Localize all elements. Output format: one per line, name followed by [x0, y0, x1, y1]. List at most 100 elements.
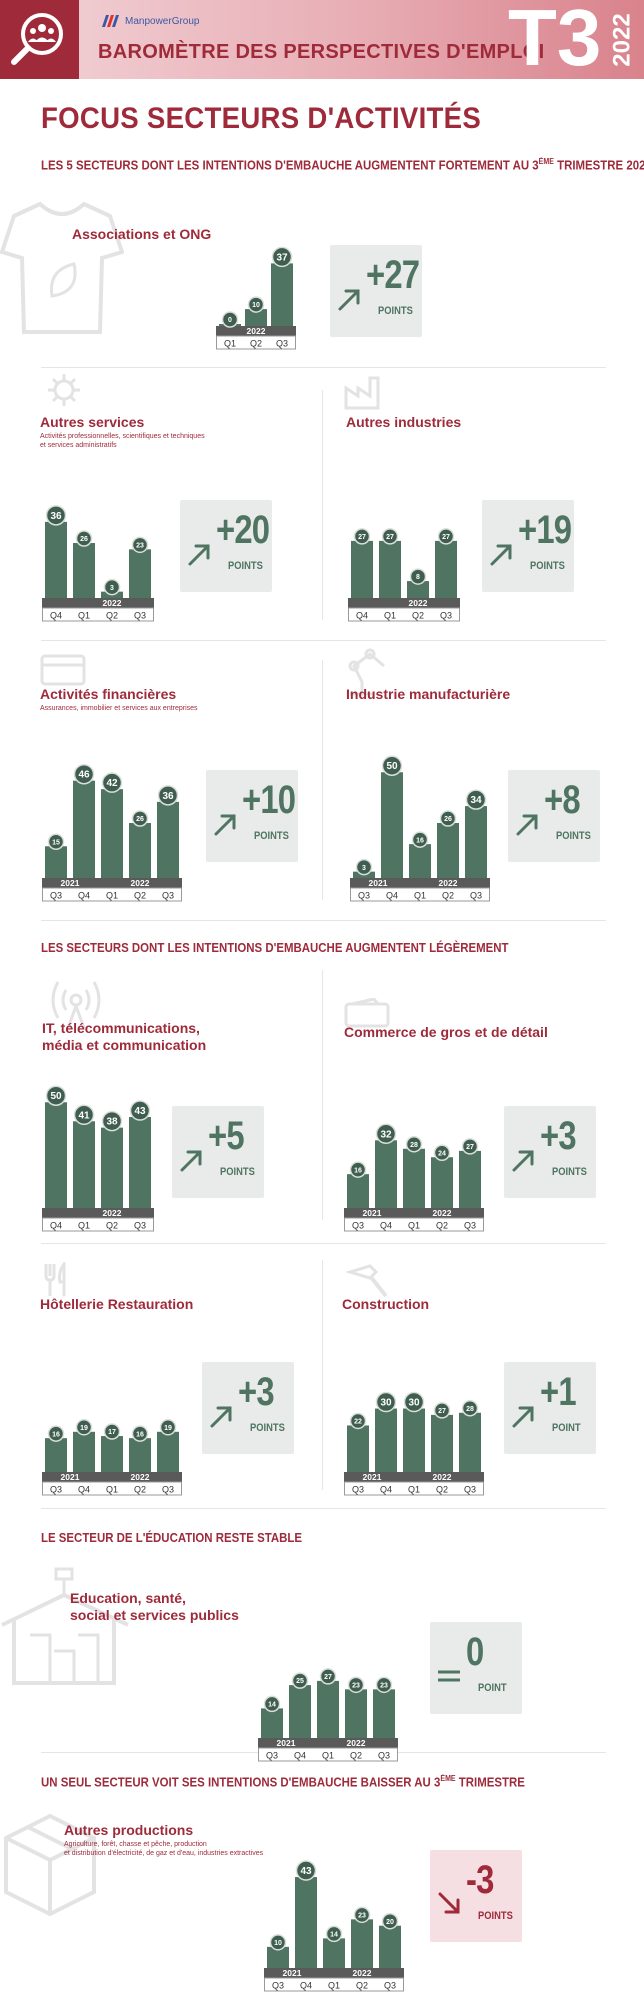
- data-label: 16: [136, 1431, 144, 1438]
- result-unit: POINTS: [228, 560, 263, 572]
- result-box: +8 POINTS: [508, 770, 600, 862]
- category-label: Q4: [50, 611, 62, 621]
- year-band: [42, 878, 182, 888]
- year-text: 2022: [609, 13, 637, 67]
- sector-title: Autres industries: [346, 414, 462, 430]
- bar-chart: 3 Q3 50 Q4 16 Q1 26 Q2 34 Q3 2021 2022: [350, 755, 490, 902]
- bar-chart: 10 Q3 43 Q4 14 Q1 23 Q2 20 Q3 2021 2022: [264, 1860, 404, 1992]
- bar: [407, 581, 429, 598]
- result-value: +27: [366, 253, 420, 297]
- bar: [101, 1436, 123, 1472]
- sector-title: Hôtellerie Restauration: [40, 1296, 194, 1312]
- data-label: 16: [416, 837, 424, 844]
- category-label: Q2: [442, 891, 454, 901]
- data-label: 20: [386, 1919, 394, 1926]
- bar-chart: 16 Q3 32 Q4 28 Q1 24 Q2 27 Q3 2021 2022: [344, 1123, 484, 1232]
- category-label: Q1: [106, 1485, 118, 1495]
- data-label: 17: [108, 1429, 116, 1436]
- antenna-icon: [51, 981, 101, 1029]
- data-label: 32: [380, 1129, 392, 1140]
- sector-subtitle: Activités professionnelles, scientifique…: [40, 432, 205, 450]
- year-label: 2021: [369, 878, 388, 888]
- data-label: 8: [416, 574, 420, 581]
- bar: [437, 823, 459, 878]
- year-band: [344, 1472, 484, 1482]
- value-badge: [347, 1676, 365, 1694]
- value-badge: [73, 763, 95, 785]
- category-label: Q3: [134, 611, 146, 621]
- category-label: Q1: [78, 1221, 90, 1231]
- category-label: Q3: [50, 891, 62, 901]
- value-badge: [129, 1100, 151, 1121]
- data-label: 27: [324, 1674, 332, 1681]
- sector-subtitle: Assurances, immobilier et services aux e…: [40, 704, 198, 713]
- data-label: 3: [362, 865, 366, 872]
- bar: [129, 549, 151, 598]
- bar: [245, 309, 267, 326]
- year-band: [344, 1208, 484, 1218]
- section-title-strong-increase: LES 5 SECTEURS DONT LES INTENTIONS D'EMB…: [41, 157, 644, 172]
- section-title-slight-increase: LES SECTEURS DONT LES INTENTIONS D'EMBAU…: [41, 940, 509, 955]
- result-unit: POINTS: [552, 1166, 587, 1178]
- category-label: Q3: [384, 1981, 396, 1991]
- year-label: 2022: [131, 1472, 150, 1482]
- data-label: 38: [106, 1117, 118, 1128]
- bar: [295, 1877, 317, 1968]
- category-box: [350, 887, 490, 902]
- data-label: 34: [470, 795, 482, 806]
- bar: [381, 772, 403, 878]
- data-label: 3: [110, 585, 114, 592]
- result-value: +20: [216, 508, 270, 552]
- bar: [351, 1919, 373, 1968]
- value-badge: [375, 1391, 397, 1413]
- result-box: 0 POINT: [430, 1622, 522, 1714]
- category-label: Q3: [276, 339, 288, 349]
- sector-title: Activités financières: [40, 686, 177, 702]
- bar: [101, 789, 123, 878]
- value-badge: [353, 1906, 371, 1924]
- year-label: 2022: [103, 1208, 122, 1218]
- data-label: 26: [80, 536, 88, 543]
- category-label: Q1: [414, 891, 426, 901]
- year-band: [42, 1472, 182, 1482]
- value-badge: [247, 296, 265, 313]
- arrow-up-right-icon: [180, 1150, 202, 1172]
- page-title: FOCUS SECTEURS D'ACTIVITÉS: [41, 102, 482, 135]
- result-unit: POINTS: [378, 305, 413, 317]
- hammer-icon: [346, 1264, 388, 1298]
- column-separator: [322, 1260, 323, 1490]
- value-badge: [271, 246, 293, 268]
- header-banner: ManpowerGroup BAROMÈTRE DES PERSPECTIVES…: [0, 0, 644, 82]
- year-label: 2022: [439, 878, 458, 888]
- bar: [373, 1689, 395, 1738]
- data-label: 19: [80, 1425, 88, 1432]
- data-label: 50: [386, 761, 398, 772]
- year-label: 2021: [61, 1472, 80, 1482]
- category-label: Q1: [328, 1981, 340, 1991]
- data-label: 23: [358, 1912, 366, 1919]
- section-title-sup: ÈME: [440, 1774, 456, 1783]
- bar: [73, 543, 95, 598]
- value-badge: [47, 1425, 65, 1442]
- arrow-up-right-icon: [214, 814, 236, 836]
- data-label: 42: [106, 778, 118, 789]
- bar: [45, 1102, 67, 1208]
- value-badge: [461, 1400, 479, 1417]
- year-label: 2021: [363, 1472, 382, 1482]
- year-label: 2022: [247, 326, 266, 336]
- sector-title: Associations et ONG: [72, 226, 212, 242]
- value-badge: [75, 1419, 93, 1436]
- category-box: [42, 887, 182, 902]
- category-label: Q1: [408, 1221, 420, 1231]
- value-badge: [47, 833, 65, 851]
- sector-title-line: IT, télécommunications,: [42, 1020, 200, 1036]
- sector-subtitle-line: Activités professionnelles, scientifique…: [40, 433, 205, 440]
- year-label: 2022: [103, 598, 122, 608]
- result-value: +10: [242, 778, 296, 822]
- equals-icon: [438, 1670, 460, 1682]
- value-badge: [131, 1425, 149, 1442]
- category-box: [42, 1481, 182, 1496]
- arrow-up-right-icon: [512, 1406, 534, 1428]
- data-label: 27: [442, 534, 450, 541]
- data-label: 37: [276, 252, 288, 263]
